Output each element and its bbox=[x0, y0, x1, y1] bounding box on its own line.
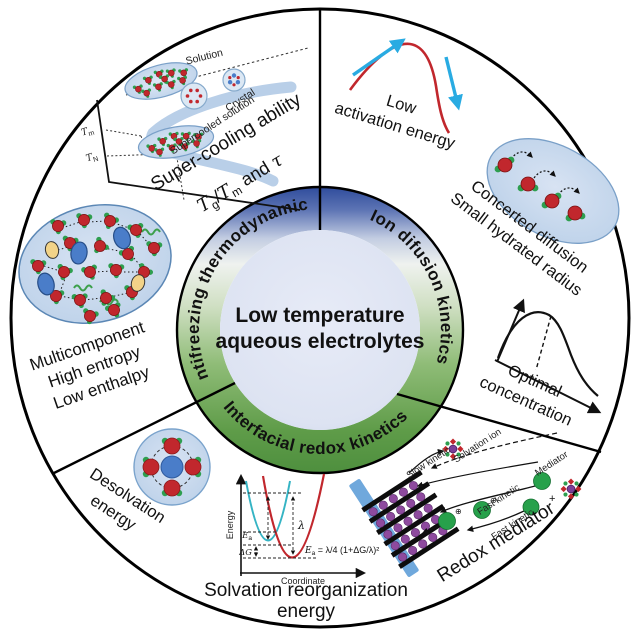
tick-tm: Tm bbox=[80, 124, 96, 140]
center-circle bbox=[220, 230, 420, 430]
marcus-caption-line2: energy bbox=[277, 601, 336, 622]
center-title-line2: aqueous electrolytes bbox=[216, 330, 425, 353]
up-arrow-icon bbox=[352, 38, 406, 77]
charge-icon-1: ⊕ bbox=[455, 507, 462, 516]
center-title-line1: Low temperature bbox=[235, 304, 404, 327]
marcus-panel: Energy Coordinate λ Ea ΔG Ea = λ/4 (1+ΔG… bbox=[204, 473, 408, 622]
parabola-reactant bbox=[245, 480, 291, 542]
marcus-ylabel: Energy bbox=[225, 510, 235, 539]
down-arrow-icon bbox=[444, 56, 463, 111]
charge-icon-2: ⊕ bbox=[490, 496, 497, 505]
divider-right bbox=[396, 392, 602, 454]
hopping-ions bbox=[494, 151, 586, 222]
supercooling-axes bbox=[96, 99, 301, 211]
fast-kinetic-arrow-2 bbox=[466, 510, 525, 532]
mediator-ions bbox=[438, 472, 551, 530]
inner-ring bbox=[177, 187, 464, 474]
tick-tn: TN bbox=[85, 150, 100, 165]
marcus-xlabel: Coordinate bbox=[281, 576, 325, 586]
solution-cluster-icon bbox=[124, 62, 198, 100]
lambda-label: λ bbox=[297, 519, 305, 532]
ea-label: Ea bbox=[241, 531, 252, 542]
crystal-icon-1 bbox=[180, 82, 208, 110]
marcus-formula: Ea = λ/4 (1+ΔG/λ)² bbox=[304, 545, 379, 557]
layered-electrode bbox=[361, 470, 460, 569]
crystal-icon-2 bbox=[222, 68, 246, 92]
optimal-x-axis bbox=[494, 359, 602, 414]
plus-sign: + bbox=[549, 493, 555, 505]
hydrated-ion-ellipse bbox=[486, 138, 620, 244]
supercooled-cluster-icon bbox=[137, 125, 215, 159]
cation-ions bbox=[37, 226, 132, 296]
divider-left bbox=[51, 381, 236, 476]
fast-kinetic-arrow-1 bbox=[439, 485, 536, 513]
anion-ions bbox=[44, 241, 146, 292]
dg-label: ΔG bbox=[238, 548, 252, 558]
slow-kinetic-arrow bbox=[408, 448, 445, 474]
marcus-caption-line1: Solvation reorganization bbox=[204, 580, 408, 601]
optimal-curve bbox=[496, 311, 599, 397]
desolvation-ion-icon bbox=[133, 428, 211, 506]
